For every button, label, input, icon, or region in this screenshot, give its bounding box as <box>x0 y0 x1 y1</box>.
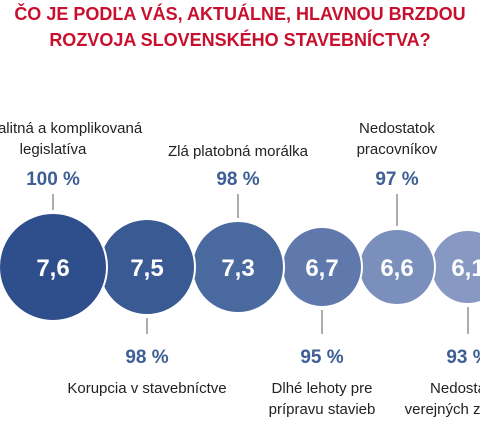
category-label-1: legislatíva <box>20 141 87 158</box>
percent-label-6: 93 % <box>446 347 480 368</box>
bubble-value-6: 6,1 <box>451 255 480 282</box>
bubble-value-3: 7,3 <box>221 255 254 282</box>
bubble-value-5: 6,6 <box>380 255 413 282</box>
percent-label-2: 98 % <box>125 347 168 368</box>
percent-label-3: 98 % <box>216 169 259 190</box>
category-label-4: prípravu stavieb <box>269 401 376 418</box>
bubble-value-2: 7,5 <box>130 255 163 282</box>
category-label-2: Korupcia v stavebníctve <box>67 380 226 397</box>
category-label-4: Dlhé lehoty pre <box>272 380 373 397</box>
category-label-5: pracovníkov <box>357 141 438 158</box>
percent-label-5: 97 % <box>375 169 418 190</box>
category-label-1: Nekvalitná a komplikovaná <box>0 120 143 137</box>
bubble-value-4: 6,7 <box>305 255 338 282</box>
bubble-value-1: 7,6 <box>36 255 69 282</box>
category-label-6: Nedostatok <box>430 380 480 397</box>
bubble-1 <box>0 212 108 322</box>
percent-label-1: 100 % <box>26 169 80 190</box>
category-label-6: verejných zákaziek <box>405 401 480 418</box>
category-label-3: Zlá platobná morálka <box>168 143 309 160</box>
chart-title-line-2: ROZVOJA SLOVENSKÉHO STAVEBNÍCTVA? <box>49 30 431 50</box>
category-label-5: Nedostatok <box>359 120 435 137</box>
chart-title-line-1: ČO JE PODĽA VÁS, AKTUÁLNE, HLAVNOU BRZDO… <box>14 4 466 24</box>
percent-label-4: 95 % <box>300 347 343 368</box>
